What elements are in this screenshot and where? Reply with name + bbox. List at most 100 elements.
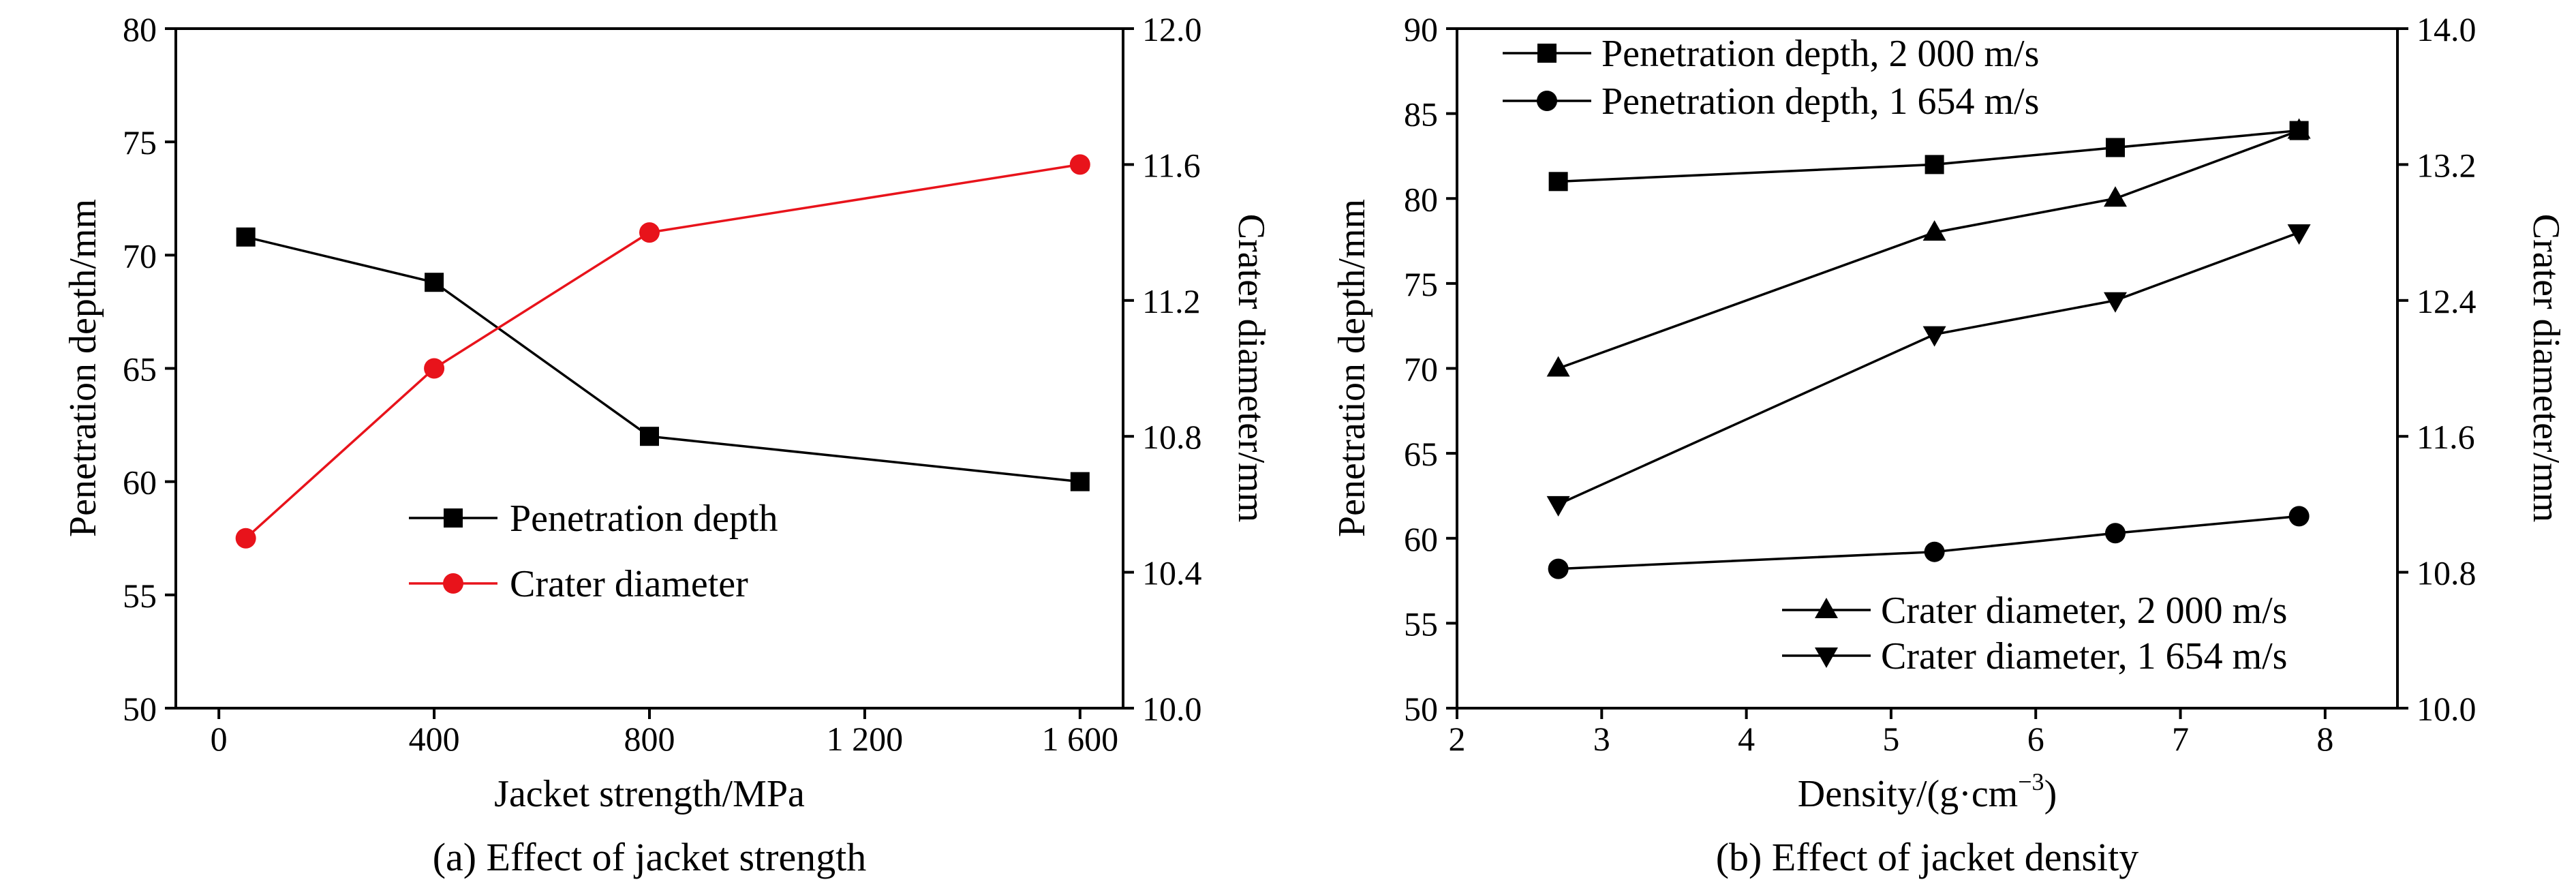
series-line-0 — [245, 236, 1081, 483]
data-point — [1925, 155, 1944, 174]
panel-a-caption: (a) Effect of jacket strength — [433, 835, 867, 879]
y2-tick-label: 10.0 — [2417, 690, 2477, 728]
legend-swatch-crater-diameter-2000 — [1782, 598, 1871, 618]
y2-tick-label: 11.2 — [1142, 282, 1201, 320]
y-tick-label: 75 — [1404, 265, 1438, 303]
y-tick-label: 90 — [1404, 10, 1438, 48]
x-tick-label: 0 — [211, 720, 228, 758]
legend-label-crater-diameter-2000: Crater diameter, 2 000 m/s — [1881, 590, 2287, 632]
data-point — [425, 273, 444, 292]
data-point — [1546, 356, 1570, 377]
panel-a-plot-frame — [174, 27, 1124, 710]
data-point — [1546, 496, 1570, 517]
legend-label-penetration-depth-1654: Penetration depth, 1 654 m/s — [1601, 80, 2039, 123]
x-tick-label: 8 — [2316, 720, 2333, 758]
y2-tick-label: 10.8 — [2417, 554, 2477, 592]
y2-tick-label: 10.8 — [1142, 418, 1202, 456]
data-point — [1070, 472, 1090, 491]
y2-tick-label: 10.0 — [1142, 690, 1202, 728]
y-tick-label: 70 — [123, 237, 157, 275]
panel-b-y2-axis-label: Crater diameter/mm — [2525, 214, 2567, 522]
panel-a-y2-ticks: 10.0 10.4 10.8 11.2 11.6 12.0 — [1123, 10, 1202, 728]
legend-swatch-crater-diameter-1654 — [1782, 647, 1871, 668]
y2-tick-label: 11.6 — [2417, 418, 2475, 456]
panel-a-x-axis-label: Jacket strength/MPa — [494, 773, 805, 815]
panel-a-series — [235, 154, 1090, 549]
panel-b-x-ticks: 2 3 4 5 6 7 8 — [1449, 708, 2333, 758]
x-tick-label: 4 — [1738, 720, 1755, 758]
panel-a-legend: Penetration depth Crater diameter — [409, 498, 778, 605]
x-tick-label: 1 200 — [827, 720, 904, 758]
legend-swatch-penetration-depth-1654 — [1503, 91, 1591, 111]
y-tick-label: 60 — [123, 463, 157, 502]
panel-a-y-ticks: 50 55 60 65 70 75 80 — [123, 10, 176, 728]
y-tick-label: 60 — [1404, 520, 1438, 558]
data-point — [1924, 541, 1945, 562]
y2-tick-label: 12.4 — [2417, 282, 2477, 320]
x-tick-label: 2 — [1449, 720, 1466, 758]
panel-a-y-axis-label: Penetration depth/mm — [62, 199, 104, 537]
data-point — [2288, 506, 2310, 527]
panel-b-x-axis-label: Density/(g·cm−3) — [1798, 768, 2057, 815]
x-tick-label: 7 — [2172, 720, 2189, 758]
panel-b-x-label-end: ) — [2044, 773, 2057, 815]
panel-a-x-ticks: 0 400 800 1 200 1 600 — [211, 708, 1118, 758]
data-point — [236, 227, 256, 247]
series-line-3 — [1557, 231, 2300, 506]
y-tick-label: 75 — [123, 123, 157, 162]
panel-b-y-axis-label: Penetration depth/mm — [1331, 199, 1373, 537]
y-tick-label: 50 — [123, 690, 157, 728]
data-point — [2104, 292, 2127, 313]
data-point — [235, 528, 256, 549]
panel-b-series — [1546, 118, 2311, 579]
data-point — [1922, 326, 1946, 347]
y-tick-label: 50 — [1404, 690, 1438, 728]
data-point — [2287, 118, 2311, 139]
data-point — [424, 358, 445, 379]
y-tick-label: 55 — [123, 577, 157, 615]
data-point — [1548, 558, 1569, 579]
data-point — [639, 222, 660, 243]
data-point — [1069, 154, 1090, 175]
y2-tick-label: 10.4 — [1142, 554, 1202, 592]
x-tick-label: 800 — [624, 720, 675, 758]
y-tick-label: 65 — [1404, 435, 1438, 473]
series-line-0 — [1558, 129, 2299, 183]
panel-b-x-label-sup: −3 — [2018, 768, 2044, 795]
panel-a-y2-axis-label: Crater diameter/mm — [1230, 214, 1272, 522]
y-tick-label: 80 — [1404, 180, 1438, 218]
legend-swatch-crater-diameter — [409, 573, 497, 594]
y-tick-label: 70 — [1404, 350, 1438, 388]
y2-tick-label: 11.6 — [1142, 146, 1201, 184]
legend-label-penetration-depth-2000: Penetration depth, 2 000 m/s — [1601, 33, 2039, 75]
x-tick-label: 400 — [409, 720, 460, 758]
data-point — [2106, 138, 2125, 157]
x-tick-label: 3 — [1593, 720, 1610, 758]
panel-b-legend-bottom: Crater diameter, 2 000 m/s Crater diamet… — [1782, 590, 2287, 677]
y-tick-label: 85 — [1404, 95, 1438, 134]
data-point — [1548, 172, 1568, 192]
y-tick-label: 55 — [1404, 605, 1438, 643]
data-point — [2104, 186, 2127, 207]
x-tick-label: 1 600 — [1042, 720, 1119, 758]
panel-b-x-label-main: Density/(g·cm — [1798, 773, 2018, 815]
x-tick-label: 5 — [1882, 720, 1899, 758]
panel-b-y-ticks: 50 55 60 65 70 75 80 85 90 — [1404, 10, 1457, 728]
panel-b-legend-top: Penetration depth, 2 000 m/s Penetration… — [1503, 33, 2039, 123]
data-point — [2105, 523, 2126, 544]
panel-b-caption: (b) Effect of jacket density — [1716, 835, 2139, 879]
data-point — [1922, 220, 1946, 241]
legend-label-crater-diameter-1654: Crater diameter, 1 654 m/s — [1881, 635, 2287, 677]
x-tick-label: 6 — [2027, 720, 2044, 758]
y2-tick-label: 13.2 — [2417, 146, 2477, 184]
y2-tick-label: 14.0 — [2417, 10, 2477, 48]
y2-tick-label: 12.0 — [1142, 10, 1202, 48]
data-point — [2287, 224, 2311, 245]
panel-b-y2-ticks: 10.0 10.8 11.6 12.4 13.2 14.0 — [2397, 10, 2477, 728]
legend-label-crater-diameter: Crater diameter — [510, 563, 748, 605]
series-line-2 — [1558, 129, 2300, 370]
series-line-1 — [245, 163, 1081, 540]
